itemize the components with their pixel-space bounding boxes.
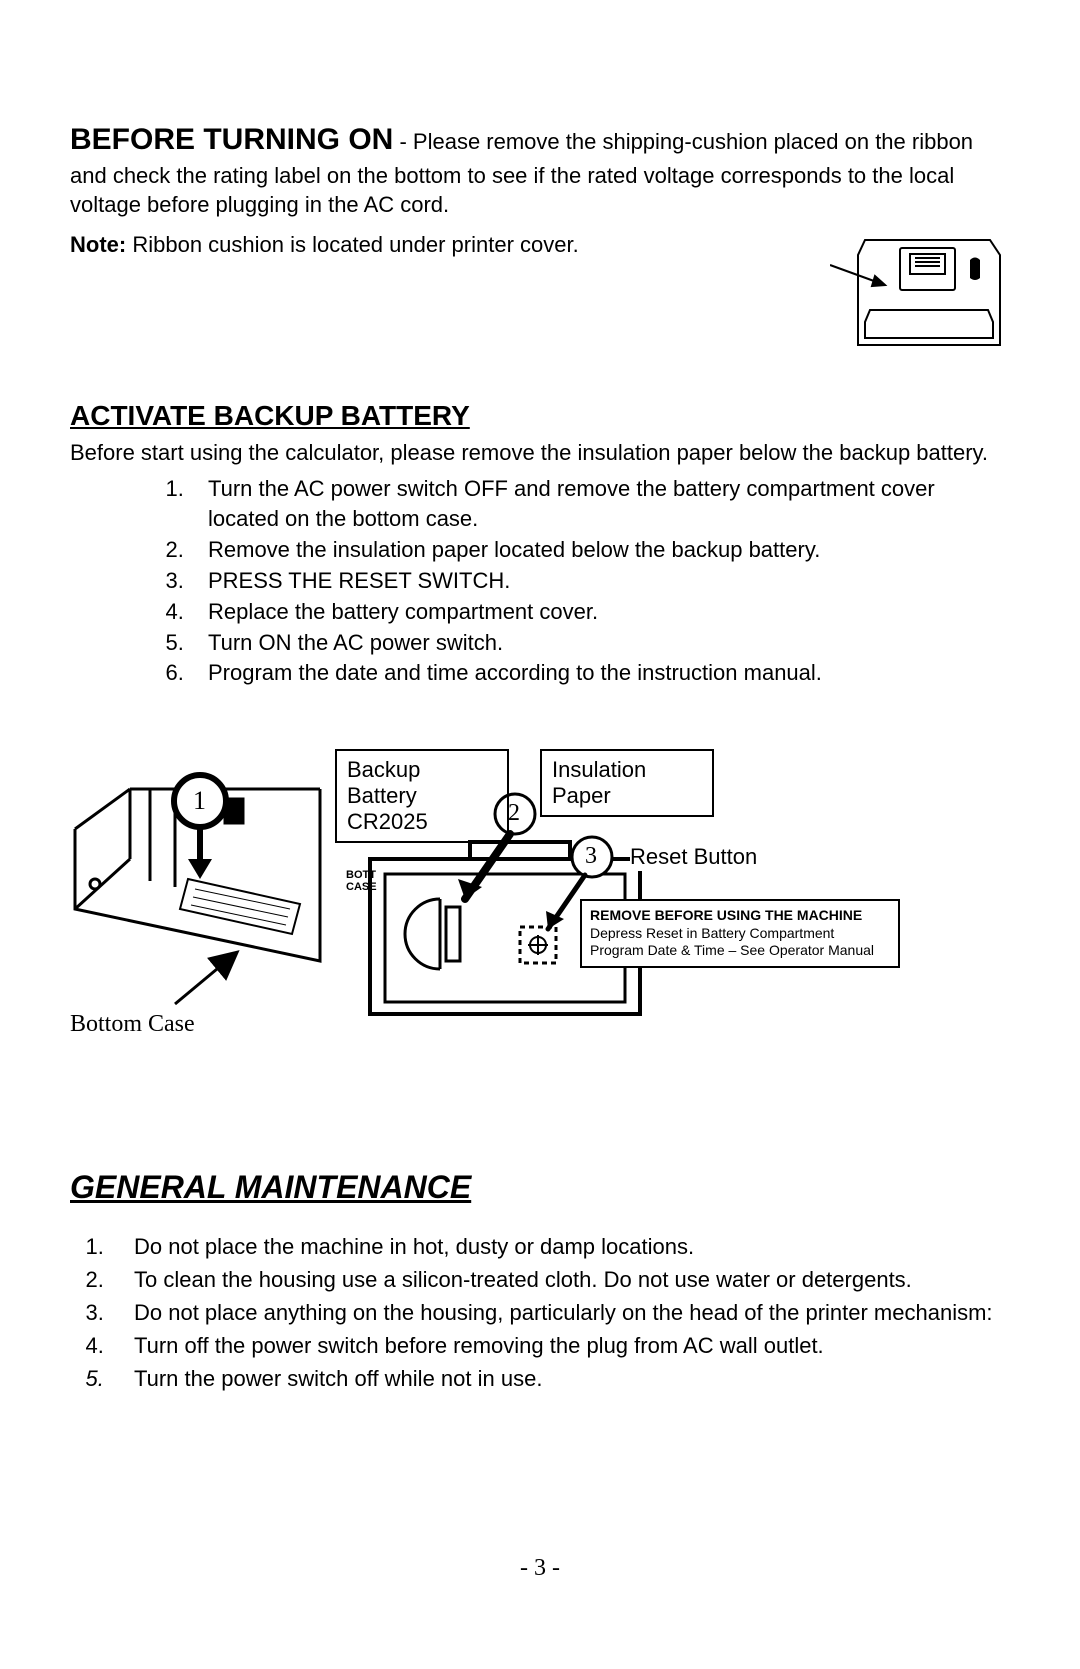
insulation-paper-label: Insulation Paper: [540, 749, 714, 817]
warning-box: REMOVE BEFORE USING THE MACHINE Depress …: [580, 899, 900, 968]
activate-step: Program the date and time according to t…: [190, 658, 1010, 689]
insulation-l2: Paper: [552, 783, 611, 808]
bottom-case-label: Bottom Case: [70, 1011, 195, 1038]
activate-intro: Before start using the calculator, pleas…: [70, 438, 1010, 468]
maintenance-item: Turn the power switch off while not in u…: [110, 1362, 1010, 1395]
activate-step: Remove the insulation paper located belo…: [190, 535, 1010, 566]
note-label: Note:: [70, 232, 126, 257]
bott-case-tag: BOTT CASE: [346, 869, 377, 893]
reset-button-label: Reset Button: [630, 844, 757, 870]
bott-case-l1: BOTT: [346, 869, 376, 881]
warning-title: REMOVE BEFORE USING THE MACHINE: [590, 907, 890, 925]
backup-battery-l3: CR2025: [347, 809, 428, 834]
activate-step: PRESS THE RESET SWITCH.: [190, 566, 1010, 597]
backup-battery-l1: Backup: [347, 757, 420, 782]
before-dash: -: [393, 129, 413, 154]
maintenance-heading: GENERAL MAINTENANCE: [70, 1169, 1010, 1206]
manual-page: BEFORE TURNING ON - Please remove the sh…: [0, 0, 1080, 1622]
bott-case-l2: CASE: [346, 881, 377, 893]
maintenance-item: Do not place anything on the housing, pa…: [110, 1296, 1010, 1329]
backup-battery-l2: Battery: [347, 783, 417, 808]
printer-diagram-icon: [830, 230, 1010, 350]
maintenance-list: Do not place the machine in hot, dusty o…: [70, 1230, 1010, 1395]
before-lead: BEFORE TURNING ON: [70, 123, 393, 156]
insulation-l1: Insulation: [552, 757, 646, 782]
maintenance-item: To clean the housing use a silicon-treat…: [110, 1263, 1010, 1296]
activate-step: Turn the AC power switch OFF and remove …: [190, 474, 1010, 536]
warning-line1: Depress Reset in Battery Compartment: [590, 925, 890, 943]
battery-diagram: Backup Battery CR2025 Insulation Paper R…: [70, 729, 1010, 1069]
callout-2: 2: [508, 800, 520, 827]
before-turning-on-paragraph: BEFORE TURNING ON - Please remove the sh…: [70, 120, 1010, 220]
page-number: - 3 -: [70, 1555, 1010, 1582]
warning-line2: Program Date & Time – See Operator Manua…: [590, 942, 890, 960]
maintenance-item: Do not place the machine in hot, dusty o…: [110, 1230, 1010, 1263]
note-body: Ribbon cushion is located under printer …: [126, 232, 578, 257]
note-text: Note: Ribbon cushion is located under pr…: [70, 230, 820, 260]
callout-1: 1: [193, 786, 206, 816]
backup-battery-label: Backup Battery CR2025: [335, 749, 509, 843]
activate-step: Turn ON the AC power switch.: [190, 628, 1010, 659]
activate-steps: Turn the AC power switch OFF and remove …: [70, 474, 1010, 690]
activate-step: Replace the battery compartment cover.: [190, 597, 1010, 628]
note-row: Note: Ribbon cushion is located under pr…: [70, 230, 1010, 350]
callout-3: 3: [585, 843, 597, 870]
maintenance-item: Turn off the power switch before removin…: [110, 1329, 1010, 1362]
activate-heading: ACTIVATE BACKUP BATTERY: [70, 400, 1010, 432]
